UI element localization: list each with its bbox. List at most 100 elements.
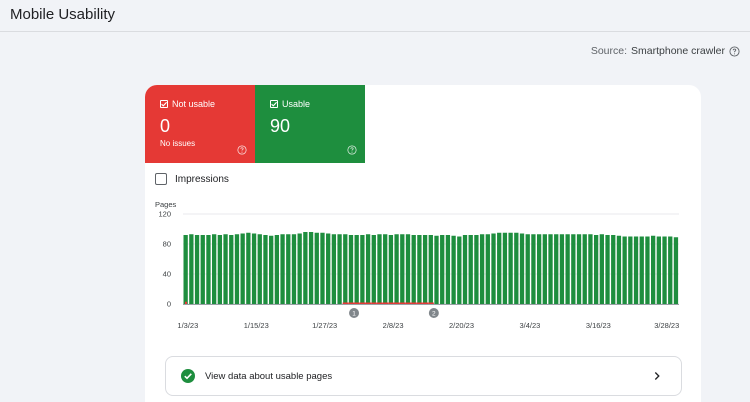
bar-usable [440,235,445,304]
bar-usable [514,232,519,304]
usability-chart: Pages 0 40 80 120 1/3/23 1/15/23 1/27/23 2/8/23 2… [155,200,679,330]
source-value: Smartphone crawler [631,45,725,57]
bar-usable [656,236,661,304]
bar-usable [263,235,268,304]
bar-not-usable [422,302,429,304]
not-usable-tile[interactable]: Not usable 0 No issues [145,85,255,163]
usable-label: Usable [282,99,311,109]
bar-usable [400,234,405,304]
source-label: Source: [590,45,628,57]
bar-usable [405,234,411,304]
help-icon[interactable] [237,145,247,155]
annotation-marker [428,308,439,318]
bar-usable [360,235,365,304]
checkbox-icon[interactable] [270,100,278,108]
bar-usable [445,235,451,304]
bar-usable [422,235,428,304]
y-tick-label: 120 [158,210,171,219]
bar-usable [383,234,388,304]
not-usable-header: Not usable [160,99,215,109]
page-title: Mobile Usability [10,6,116,23]
annotation-label: 1 [352,311,356,318]
bar-usable [434,235,439,304]
bar-usable [622,236,627,304]
bar-usable [497,232,502,304]
source-info: Source: Smartphone crawler [591,45,740,57]
x-tick-label: 2/8/23 [383,321,404,330]
bar-not-usable [388,302,394,304]
impressions-checkbox[interactable] [155,173,167,185]
bar-not-usable [365,302,372,304]
bar-usable [257,234,262,304]
bar-usable [605,235,610,304]
bar-usable [183,235,188,304]
bar-usable [542,234,547,304]
bar-usable [582,234,587,304]
bar-usable [468,235,473,304]
bar-usable [462,235,468,304]
bar-usable [348,235,354,304]
bar-not-usable [348,302,355,304]
bar-usable [274,235,280,304]
bar-usable [508,232,513,304]
bar-not-usable [416,302,423,304]
x-tick-label: 2/20/23 [449,321,474,330]
bar-usable [229,235,234,304]
bar-not-usable [376,302,383,304]
bar-usable [479,234,485,304]
impressions-toggle[interactable]: Impressions [155,173,229,185]
x-tick-label: 1/27/23 [312,321,337,330]
bar-not-usable [342,302,349,304]
bar-usable [217,235,223,304]
bar-not-usable [185,301,187,304]
bar-usable [673,237,679,304]
bar-usable [502,232,508,304]
checkbox-icon[interactable] [160,100,168,108]
help-icon[interactable] [347,145,357,155]
bar-usable [559,234,565,304]
y-tick-label: 40 [163,270,171,279]
usable-value: 90 [270,116,291,136]
bar-usable [576,234,582,304]
bar-usable [588,234,593,304]
bar-usable [269,235,274,304]
bar-usable [536,234,542,304]
bar-usable [593,235,599,304]
bar-usable [645,236,650,304]
bar-usable [428,235,433,304]
bar-usable [343,234,348,304]
bar-not-usable [399,302,406,304]
usable-header: Usable [270,99,310,109]
not-usable-sub: No issues [160,139,196,148]
bar-not-usable [371,302,377,304]
y-tick-label: 80 [163,240,171,249]
bar-usable [337,234,342,304]
bar-usable [251,233,257,304]
check-circle-icon [181,369,195,383]
y-axis-label: Pages [155,200,177,209]
usable-tile[interactable]: Usable 90 [255,85,365,163]
bar-usable [200,235,205,304]
bar-usable [599,234,604,304]
bar-usable [519,233,525,304]
bar-usable [377,234,382,304]
bar-usable [662,236,667,304]
y-tick-label: 0 [167,300,171,309]
bar-usable [331,234,337,304]
view-usable-pages-link[interactable]: View data about usable pages [165,356,682,396]
bar-usable [354,235,359,304]
annotation-label: 2 [432,311,436,318]
bar-usable [525,234,530,304]
bar-usable [326,233,331,304]
bar-usable [234,234,240,304]
bar-usable [611,235,616,304]
bar-not-usable [359,302,366,304]
help-icon[interactable] [729,45,740,57]
bar-usable [314,232,319,304]
bar-usable [639,236,644,304]
bar-not-usable [411,302,417,304]
bar-usable [291,234,297,304]
bar-usable [223,234,228,304]
annotation-marker [349,308,360,318]
bar-usable [548,234,553,304]
